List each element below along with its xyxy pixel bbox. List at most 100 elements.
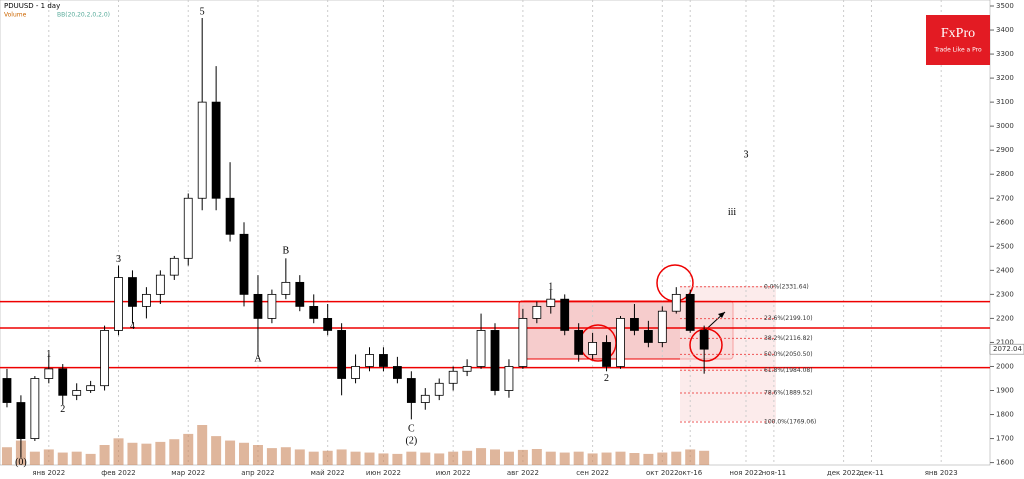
volume-bar xyxy=(1,447,12,465)
candle-body xyxy=(616,318,625,367)
candle-body xyxy=(253,293,263,319)
candle-body xyxy=(476,330,486,367)
fib-label: 50.0%(2050.50) xyxy=(764,351,813,358)
volume-bar xyxy=(99,445,110,465)
arrow-head xyxy=(718,312,725,318)
volume-bar xyxy=(294,449,305,465)
candle-body xyxy=(58,368,68,396)
fib-label: 23.6%(2199.10) xyxy=(764,315,813,322)
y-tick-label: 3500 xyxy=(996,2,1014,10)
candle-body xyxy=(406,378,416,403)
wave-label: C xyxy=(408,423,415,434)
volume-bar xyxy=(113,438,124,465)
candle-body xyxy=(546,298,556,307)
candle-body xyxy=(267,293,277,319)
volume-bar xyxy=(573,451,584,465)
candle-body xyxy=(16,402,26,439)
fib-label: 78.6%(1889.52) xyxy=(764,390,813,397)
volume-bar xyxy=(517,449,528,465)
indicator: Volume xyxy=(4,12,27,19)
volume-bar xyxy=(531,449,542,465)
volume-bar xyxy=(197,425,208,465)
y-tick-label: 3100 xyxy=(996,98,1014,106)
volume-bar xyxy=(643,453,654,465)
x-tick-label: янв 2022 xyxy=(32,469,65,477)
volume-bar xyxy=(559,452,570,465)
candle-body xyxy=(574,330,584,355)
x-tick-label: янв 2023 xyxy=(925,469,958,477)
y-tick-label: 2800 xyxy=(996,170,1014,178)
candle-body xyxy=(490,330,500,391)
volume-bar xyxy=(629,453,640,465)
wave-label: 1 xyxy=(46,349,51,360)
candle-body xyxy=(462,366,472,372)
volume-bar xyxy=(225,440,236,465)
wave-label: 5 xyxy=(200,6,205,17)
volume-bar xyxy=(266,448,277,465)
candle-body xyxy=(685,293,695,331)
x-tick-label: апр 2022 xyxy=(241,469,274,477)
candle-body xyxy=(100,330,109,387)
x-tick-label: мар 2022 xyxy=(171,469,205,477)
volume-bar xyxy=(322,450,333,465)
candle-body xyxy=(169,257,179,276)
wave-label: (0) xyxy=(15,457,27,468)
candle-body xyxy=(323,318,333,331)
candle-body xyxy=(420,394,430,403)
y-tick-label: 3300 xyxy=(996,50,1014,58)
volume-bar xyxy=(280,447,291,465)
volume-bar xyxy=(420,452,431,465)
candle-body xyxy=(281,281,291,295)
volume-bar xyxy=(29,451,40,465)
wave-label: B xyxy=(283,245,290,256)
y-tick-label: 3200 xyxy=(996,74,1014,82)
volume-bar xyxy=(183,433,194,465)
volume-bar xyxy=(252,445,263,465)
volume-bar xyxy=(378,453,389,465)
x-tick-label: июн 2022 xyxy=(366,469,401,477)
y-tick-label: 3000 xyxy=(996,122,1014,130)
candle-body xyxy=(448,370,458,384)
x-tick-label: сен 2022 xyxy=(576,469,609,477)
volume-bar xyxy=(211,436,222,465)
volume-bar xyxy=(406,451,417,465)
wave-label: A xyxy=(254,354,262,365)
candle-body xyxy=(197,101,207,199)
volume-bar xyxy=(392,453,403,465)
fib-label: 61.8%(1984.08) xyxy=(764,367,813,374)
candle-body xyxy=(588,342,598,355)
candle-body xyxy=(155,274,165,295)
y-tick-label: 1800 xyxy=(996,411,1014,419)
wave-label: 3 xyxy=(116,254,121,265)
candle-body xyxy=(392,366,402,379)
volume-bar xyxy=(462,450,473,465)
x-tick-label: авг 2022 xyxy=(507,469,539,477)
candle-body xyxy=(211,101,221,199)
volume-bar xyxy=(545,451,556,465)
price-label: 2072.04 xyxy=(993,345,1022,353)
x-tick-label: дек 2022 xyxy=(827,469,860,477)
wave-label: (2) xyxy=(406,435,418,446)
y-tick-label: 2200 xyxy=(996,314,1014,322)
candle-body xyxy=(657,310,667,343)
candle-body xyxy=(114,277,123,331)
x-tick-label: фев 2022 xyxy=(101,469,135,477)
volume-bar xyxy=(239,442,250,465)
x-tick-label: ноя-11 xyxy=(762,469,787,477)
volume-bar xyxy=(685,449,696,465)
candle-body xyxy=(643,330,653,343)
candle-body xyxy=(699,330,709,350)
candle-body xyxy=(225,197,235,235)
y-tick-label: 3400 xyxy=(996,26,1014,34)
candle-body xyxy=(183,197,193,259)
y-tick-label: 2400 xyxy=(996,266,1014,274)
candle-body xyxy=(44,368,54,379)
candle-body xyxy=(337,330,347,379)
candle-body xyxy=(560,298,570,331)
x-tick-label: дек-11 xyxy=(859,469,884,477)
fib-zone xyxy=(680,286,776,421)
fib-label: 100.0%(1769.06) xyxy=(764,418,816,425)
volume-bar xyxy=(490,449,500,465)
y-tick-label: 2600 xyxy=(996,218,1014,226)
candle-body xyxy=(518,318,528,367)
